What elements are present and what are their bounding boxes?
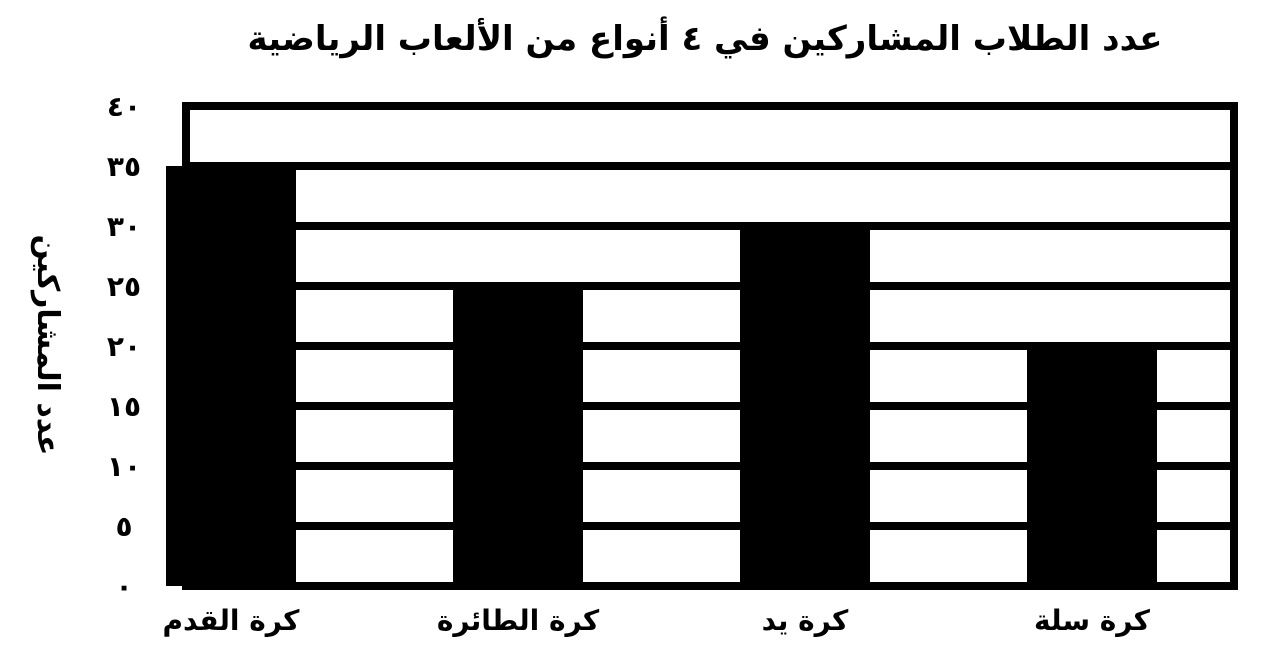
chart-title: عدد الطلاب المشاركين في ٤ أنواع من الألع… — [248, 16, 1163, 59]
grid-lines — [186, 162, 1234, 530]
y-tick-label: ٢٠ — [107, 330, 141, 363]
category-labels: كرة القدم كرة الطائرة كرة يد كرة سلة — [163, 604, 1151, 637]
plot-frame — [182, 102, 1238, 590]
category-label: كرة يد — [762, 604, 849, 637]
bar — [453, 286, 583, 586]
y-tick-label: ٣٥ — [107, 150, 141, 183]
y-tick-labels: ٠ ٥ ١٠ ١٥ ٢٠ ٢٥ ٣٠ ٣٥ ٤٠ — [107, 90, 141, 603]
category-label: كرة القدم — [163, 604, 301, 637]
bar — [1027, 346, 1157, 586]
bars — [166, 166, 1157, 586]
y-tick-label: ١٠ — [107, 450, 141, 483]
category-label: كرة الطائرة — [437, 604, 600, 637]
y-tick-label: ١٥ — [107, 390, 141, 423]
y-tick-label: ٢٥ — [107, 270, 141, 303]
y-tick-label: ٣٠ — [107, 210, 141, 243]
bar — [740, 226, 870, 586]
y-tick-label: ٥ — [115, 510, 132, 543]
category-label: كرة سلة — [1034, 604, 1151, 637]
y-axis-label: عدد المشاركين — [30, 234, 65, 455]
y-tick-label: ٤٠ — [107, 90, 141, 123]
y-tick-label: ٠ — [115, 570, 132, 603]
